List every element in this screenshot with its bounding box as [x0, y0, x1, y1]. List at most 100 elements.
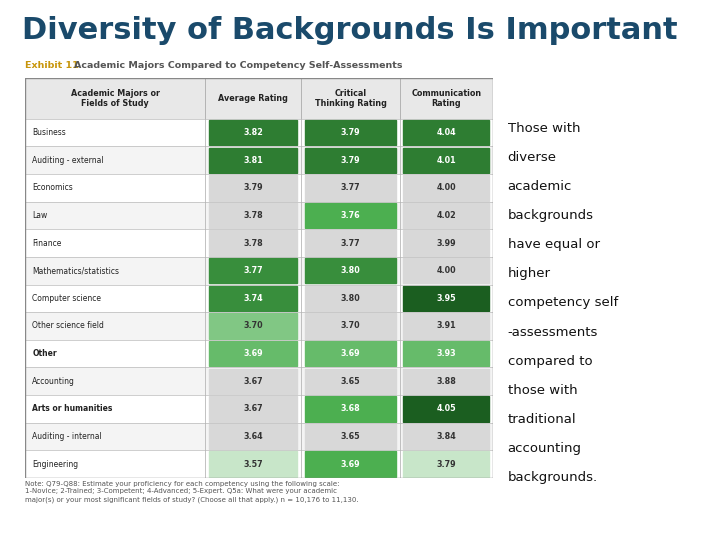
Text: Finance: Finance: [32, 239, 62, 248]
Text: 3.69: 3.69: [243, 349, 264, 358]
Text: academic: academic: [508, 180, 572, 193]
Text: 4.01: 4.01: [436, 156, 456, 165]
Text: 3.65: 3.65: [341, 432, 360, 441]
Bar: [210, 286, 297, 311]
Bar: [210, 396, 297, 422]
Text: 3.69: 3.69: [341, 460, 360, 469]
Text: 3.65: 3.65: [341, 377, 360, 386]
Bar: [210, 451, 297, 477]
Bar: [403, 147, 490, 173]
Bar: [305, 396, 396, 422]
Text: 3.70: 3.70: [341, 321, 360, 330]
Text: 3.76: 3.76: [341, 211, 360, 220]
Bar: [305, 424, 396, 449]
Text: Auditing - external: Auditing - external: [32, 156, 104, 165]
Text: Other science field: Other science field: [32, 321, 104, 330]
Text: Arts or humanities: Arts or humanities: [32, 404, 112, 413]
Bar: [403, 286, 490, 311]
Bar: [305, 313, 396, 339]
Bar: [305, 368, 396, 394]
Bar: [305, 286, 396, 311]
Bar: [210, 341, 297, 366]
Text: Communication
Rating: Communication Rating: [411, 89, 482, 108]
Bar: [305, 175, 396, 200]
Text: Other: Other: [32, 349, 57, 358]
Bar: [210, 120, 297, 145]
Text: Engineering: Engineering: [32, 460, 78, 469]
Text: 3.64: 3.64: [243, 432, 264, 441]
Text: Diversity of Backgrounds Is Important: Diversity of Backgrounds Is Important: [22, 16, 678, 45]
Text: 3.84: 3.84: [436, 432, 456, 441]
Text: 3.93: 3.93: [436, 349, 456, 358]
Text: Mathematics/statistics: Mathematics/statistics: [32, 266, 120, 275]
Text: Computer science: Computer science: [32, 294, 102, 303]
Text: accounting: accounting: [508, 442, 582, 455]
Text: 3.95: 3.95: [436, 294, 456, 303]
Bar: [305, 203, 396, 228]
Text: have equal or: have equal or: [508, 238, 600, 251]
Text: 3.82: 3.82: [243, 128, 264, 137]
Text: Law: Law: [32, 211, 48, 220]
Text: 3.70: 3.70: [243, 321, 264, 330]
Text: 3.68: 3.68: [341, 404, 360, 413]
Text: those with: those with: [508, 384, 577, 397]
Text: 4.04: 4.04: [436, 128, 456, 137]
Text: Auditing - internal: Auditing - internal: [32, 432, 102, 441]
Text: 3.91: 3.91: [436, 321, 456, 330]
Bar: [210, 424, 297, 449]
Text: 3.80: 3.80: [341, 294, 360, 303]
Bar: [210, 231, 297, 256]
Text: 3.77: 3.77: [341, 184, 360, 192]
Text: 3.67: 3.67: [243, 404, 264, 413]
Text: 4.02: 4.02: [436, 211, 456, 220]
Bar: [210, 147, 297, 173]
Bar: [210, 368, 297, 394]
Bar: [403, 424, 490, 449]
Text: 3.79: 3.79: [243, 184, 264, 192]
Text: backgrounds: backgrounds: [508, 209, 593, 222]
Text: -assessments: -assessments: [508, 326, 598, 339]
Text: 4.00: 4.00: [436, 184, 456, 192]
Text: Those with: Those with: [508, 122, 580, 134]
Text: traditional: traditional: [508, 413, 576, 426]
Bar: [305, 258, 396, 284]
Bar: [403, 231, 490, 256]
Text: 3.99: 3.99: [436, 239, 456, 248]
Text: 3.88: 3.88: [436, 377, 456, 386]
Text: 3.81: 3.81: [243, 156, 264, 165]
Text: Academic Majors Compared to Competency Self-Assessments: Academic Majors Compared to Competency S…: [74, 61, 402, 70]
Text: 3.78: 3.78: [243, 239, 264, 248]
Bar: [305, 120, 396, 145]
Bar: [403, 341, 490, 366]
Text: Note: Q79-Q88: Estimate your proficiency for each competency using the following: Note: Q79-Q88: Estimate your proficiency…: [25, 481, 359, 503]
Text: backgrounds.: backgrounds.: [508, 471, 598, 484]
Text: 3.77: 3.77: [341, 239, 360, 248]
Bar: [210, 313, 297, 339]
Text: 3.80: 3.80: [341, 266, 360, 275]
Bar: [403, 203, 490, 228]
Bar: [403, 120, 490, 145]
Text: Exhibit 11: Exhibit 11: [25, 61, 79, 70]
Text: higher: higher: [508, 267, 551, 280]
Text: 3.69: 3.69: [341, 349, 360, 358]
Bar: [305, 341, 396, 366]
Bar: [210, 203, 297, 228]
Bar: [210, 258, 297, 284]
Text: competency self: competency self: [508, 296, 618, 309]
Text: 3.77: 3.77: [243, 266, 264, 275]
Text: Accounting: Accounting: [32, 377, 75, 386]
Bar: [403, 396, 490, 422]
Text: 3.67: 3.67: [243, 377, 264, 386]
Text: 3.79: 3.79: [436, 460, 456, 469]
Text: compared to: compared to: [508, 355, 593, 368]
Bar: [403, 175, 490, 200]
Bar: [305, 231, 396, 256]
Text: 3.79: 3.79: [341, 128, 360, 137]
Text: 3.79: 3.79: [341, 156, 360, 165]
Text: Business: Business: [32, 128, 66, 137]
Text: 3.74: 3.74: [243, 294, 264, 303]
Text: Academic Majors or
Fields of Study: Academic Majors or Fields of Study: [71, 89, 160, 108]
Bar: [403, 258, 490, 284]
Bar: [403, 368, 490, 394]
Text: 4.05: 4.05: [436, 404, 456, 413]
